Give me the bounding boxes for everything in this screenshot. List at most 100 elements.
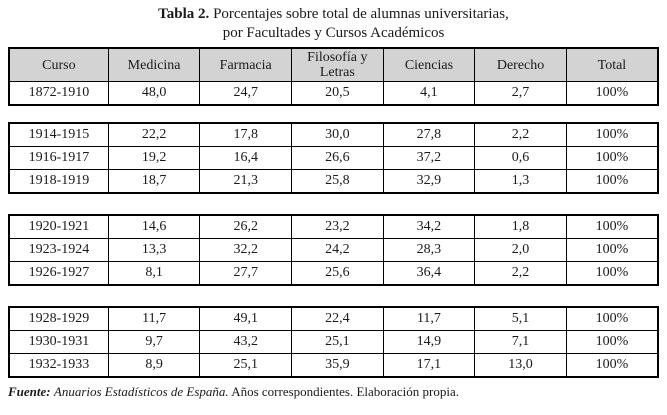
table-cell: 11,7 [107, 306, 201, 331]
table-row: 1932-1933 8,9 25,1 35,9 17,1 13,0 100% [8, 353, 659, 378]
table-row: 1928-1929 11,7 49,1 22,4 11,7 5,1 100% [8, 306, 659, 331]
column-header: Total [565, 47, 659, 82]
table-cell: 17,8 [199, 122, 293, 147]
table-cell: 20,5 [291, 81, 384, 106]
table-cell: 100% [565, 214, 659, 239]
row-header-curso: 1920-1921 [8, 214, 109, 239]
table-cell: 27,7 [199, 261, 293, 286]
row-header-curso: 1926-1927 [8, 261, 109, 286]
table-cell: 100% [565, 169, 659, 194]
table-row: 1914-1915 22,2 17,8 30,0 27,8 2,2 100% [8, 122, 659, 147]
row-header-curso: 1930-1931 [8, 330, 109, 354]
table-cell: 8,9 [107, 353, 201, 378]
table-cell: 5,1 [474, 306, 567, 331]
table-cell: 25,8 [291, 169, 384, 194]
header-row: Curso Medicina Farmacia Filosofía y Letras C… [8, 47, 659, 82]
table-title-line1: Porcentajes sobre total de alumnas unive… [213, 6, 509, 22]
table-cell: 27,8 [382, 122, 476, 147]
table-cell: 24,2 [291, 238, 384, 262]
table-group: Curso Medicina Farmacia Filosofía y Letras C… [8, 47, 659, 106]
table-cell: 26,6 [291, 146, 384, 170]
table-row: 1930-1931 9,7 43,2 25,1 14,9 7,1 100% [8, 330, 659, 354]
table-cell: 49,1 [199, 306, 293, 331]
row-header-curso: 1928-1929 [8, 306, 109, 331]
table-group: 1914-1915 22,2 17,8 30,0 27,8 2,2 100% 1916-191… [8, 122, 659, 194]
table-cell: 35,9 [291, 353, 384, 378]
table-cell: 8,1 [107, 261, 201, 286]
table-row: 1918-1919 18,7 21,3 25,8 32,9 1,3 100% [8, 169, 659, 194]
column-header: Ciencias [382, 47, 476, 82]
table-cell: 13,3 [107, 238, 201, 262]
table-cell: 13,0 [474, 353, 567, 378]
table-title-label: Tabla 2. [158, 6, 210, 22]
row-header-curso: 1872-1910 [8, 81, 109, 106]
table-groups: Curso Medicina Farmacia Filosofía y Letras C… [8, 47, 659, 378]
table-cell: 1,8 [474, 214, 567, 239]
column-header: Derecho [474, 47, 567, 82]
source-title: Anuarios Estadísticos de España. [53, 384, 229, 399]
column-header: Curso [8, 47, 109, 82]
table-cell: 2,0 [474, 238, 567, 262]
source-label: Fuente: [8, 384, 51, 399]
table-cell: 48,0 [107, 81, 201, 106]
table-cell: 2,7 [474, 81, 567, 106]
column-header: Farmacia [199, 47, 293, 82]
column-header: Medicina [107, 47, 201, 82]
table-cell: 100% [565, 261, 659, 286]
table-cell: 36,4 [382, 261, 476, 286]
table-cell: 100% [565, 122, 659, 147]
table-row: 1872-1910 48,0 24,7 20,5 4,1 2,7 100% [8, 81, 659, 106]
table-row: 1916-1917 19,2 16,4 26,6 37,2 0,6 100% [8, 146, 659, 170]
table-cell: 18,7 [107, 169, 201, 194]
table-cell: 30,0 [291, 122, 384, 147]
row-header-curso: 1923-1924 [8, 238, 109, 262]
table-cell: 17,1 [382, 353, 476, 378]
row-header-curso: 1916-1917 [8, 146, 109, 170]
table-cell: 24,7 [199, 81, 293, 106]
table-cell: 100% [565, 306, 659, 331]
source-rest: Años correspondientes. Elaboración propi… [231, 384, 459, 399]
table-cell: 100% [565, 330, 659, 354]
table-cell: 25,6 [291, 261, 384, 286]
table-cell: 21,3 [199, 169, 293, 194]
table-cell: 7,1 [474, 330, 567, 354]
table-cell: 16,4 [199, 146, 293, 170]
table-cell: 37,2 [382, 146, 476, 170]
table-cell: 0,6 [474, 146, 567, 170]
table-cell: 26,2 [199, 214, 293, 239]
table-cell: 2,2 [474, 261, 567, 286]
table-group: 1920-1921 14,6 26,2 23,2 34,2 1,8 100% 1923-192… [8, 214, 659, 286]
table-cell: 11,7 [382, 306, 476, 331]
table-cell: 32,2 [199, 238, 293, 262]
table-cell: 4,1 [382, 81, 476, 106]
table-cell: 34,2 [382, 214, 476, 239]
table-cell: 14,6 [107, 214, 201, 239]
table-row: 1926-1927 8,1 27,7 25,6 36,4 2,2 100% [8, 261, 659, 286]
table-cell: 14,9 [382, 330, 476, 354]
row-header-curso: 1914-1915 [8, 122, 109, 147]
table-cell: 23,2 [291, 214, 384, 239]
table-group: 1928-1929 11,7 49,1 22,4 11,7 5,1 100% 1930-193… [8, 306, 659, 378]
table-row: 1920-1921 14,6 26,2 23,2 34,2 1,8 100% [8, 214, 659, 239]
table-row: 1923-1924 13,3 32,2 24,2 28,3 2,0 100% [8, 238, 659, 262]
table-cell: 2,2 [474, 122, 567, 147]
table-title-line2: por Facultades y Cursos Académicos [222, 25, 445, 41]
table-cell: 100% [565, 238, 659, 262]
table-title: Tabla 2. Porcentajes sobre total de alum… [8, 5, 659, 43]
column-header: Filosofía y Letras [291, 47, 384, 82]
table-cell: 19,2 [107, 146, 201, 170]
table-cell: 25,1 [199, 353, 293, 378]
table-cell: 9,7 [107, 330, 201, 354]
table-cell: 22,2 [107, 122, 201, 147]
table-cell: 1,3 [474, 169, 567, 194]
source-note: Fuente: Anuarios Estadísticos de España.… [8, 384, 659, 400]
table-cell: 25,1 [291, 330, 384, 354]
table-cell: 43,2 [199, 330, 293, 354]
row-header-curso: 1932-1933 [8, 353, 109, 378]
table-cell: 32,9 [382, 169, 476, 194]
table-cell: 100% [565, 353, 659, 378]
table-cell: 100% [565, 146, 659, 170]
table-cell: 28,3 [382, 238, 476, 262]
table-cell: 100% [565, 81, 659, 106]
row-header-curso: 1918-1919 [8, 169, 109, 194]
